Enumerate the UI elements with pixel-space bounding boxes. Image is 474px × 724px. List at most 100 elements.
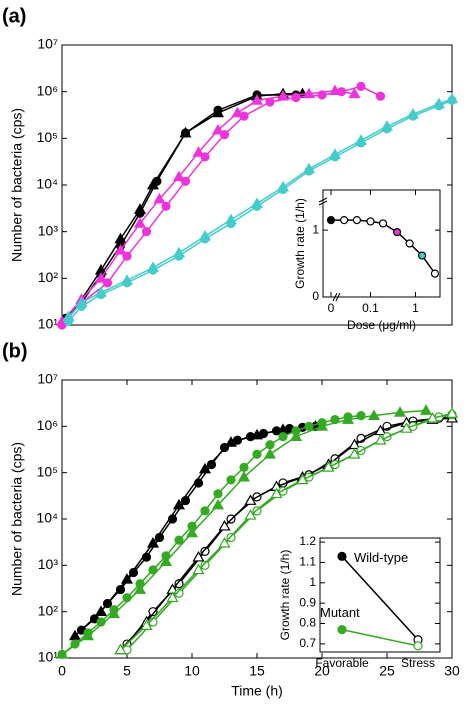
data-marker	[148, 607, 158, 617]
data-marker	[366, 217, 375, 226]
data-marker	[94, 286, 108, 297]
series-line	[341, 555, 419, 641]
data-marker	[81, 629, 95, 641]
data-marker	[405, 239, 414, 248]
data-marker	[250, 197, 264, 208]
y-tick-label: 0.7	[299, 636, 316, 650]
axis-break	[332, 292, 341, 302]
data-marker	[322, 461, 335, 472]
x-tick-label: 0	[58, 663, 66, 679]
data-marker	[224, 436, 238, 447]
y-tick-label: 1	[312, 222, 319, 236]
data-marker	[315, 420, 329, 431]
data-marker	[128, 567, 139, 578]
data-marker	[120, 274, 134, 285]
data-marker	[218, 519, 231, 531]
data-marker	[276, 89, 290, 101]
data-marker	[328, 148, 342, 159]
data-marker	[62, 310, 75, 322]
y-tick-label: 1	[309, 575, 316, 589]
data-marker	[231, 106, 244, 118]
data-marker	[161, 201, 171, 211]
data-marker	[250, 428, 264, 440]
data-marker	[179, 126, 192, 138]
data-marker	[426, 411, 439, 423]
y-axis-label: Growth rate (1/h)	[293, 198, 307, 289]
data-marker	[270, 487, 283, 499]
series-line	[341, 628, 419, 647]
y-tick-label: 10²	[38, 602, 59, 618]
panel-b-inset: 0.7 0.8 0.9 1 1.1 1.2 Favorable Stress Growth ra…	[278, 534, 441, 670]
data-marker	[406, 107, 420, 119]
y-tick-label: 0.9	[299, 595, 316, 609]
data-marker	[302, 87, 316, 99]
data-marker	[114, 643, 127, 655]
data-marker	[326, 215, 336, 225]
axis-break	[318, 197, 328, 206]
x-tick-label: 25	[379, 663, 395, 679]
series-line	[74, 425, 316, 637]
y-tick-label: 10²	[38, 269, 59, 285]
y-tick-label: 1.2	[299, 534, 316, 548]
data-marker	[417, 251, 427, 260]
y-tick-label: 10¹	[38, 316, 59, 332]
data-marker	[250, 94, 264, 105]
data-marker	[174, 535, 184, 545]
data-marker	[159, 555, 173, 567]
data-marker	[94, 272, 108, 283]
data-marker	[265, 440, 275, 450]
data-marker	[200, 560, 210, 570]
data-marker	[337, 551, 347, 561]
series-line	[119, 417, 453, 651]
x-tick-label: Stress	[401, 656, 435, 670]
series-label: Mutant	[320, 605, 360, 620]
data-marker	[107, 607, 121, 619]
data-marker	[341, 413, 355, 424]
y-axis-label: Growth rate (1/h)	[278, 550, 292, 641]
data-marker	[115, 584, 126, 595]
y-tick-label: 10³	[38, 556, 59, 572]
plot-frame	[322, 189, 441, 298]
y-tick-label: 10⁷	[37, 36, 58, 52]
data-marker	[148, 565, 158, 575]
data-marker	[226, 475, 236, 485]
data-marker	[380, 120, 394, 131]
data-marker	[340, 215, 349, 225]
data-marker	[114, 244, 127, 255]
panel-a: (a) 10¹ 10² 10³ 10⁴ 10⁵ 10⁶ 10⁷ Number of bacter…	[2, 5, 459, 332]
data-marker	[278, 432, 288, 442]
data-marker	[263, 448, 277, 459]
x-axis-label: Time (h)	[231, 682, 283, 698]
data-marker	[140, 619, 153, 630]
x-tick-label: 0.1	[362, 301, 379, 315]
data-marker	[211, 123, 225, 135]
data-marker	[172, 246, 186, 258]
panel-label: (a)	[2, 5, 26, 27]
data-marker	[133, 583, 147, 594]
data-marker	[304, 421, 314, 431]
y-tick-label: 10⁶	[37, 417, 58, 433]
x-tick-label: Favorable	[315, 656, 369, 670]
y-tick-label: 0.8	[299, 616, 316, 630]
data-marker	[393, 406, 407, 417]
data-marker	[302, 162, 316, 174]
data-marker	[172, 498, 186, 510]
data-marker	[430, 269, 440, 278]
data-marker	[239, 462, 249, 472]
data-marker	[133, 203, 147, 214]
y-tick-label: 10⁶	[37, 82, 58, 98]
data-marker	[374, 434, 387, 445]
data-marker	[356, 81, 366, 91]
x-axis-label: Dose (μg/ml)	[347, 318, 416, 332]
data-marker	[400, 422, 413, 433]
data-marker	[75, 296, 88, 308]
data-marker	[122, 593, 132, 603]
data-marker	[185, 526, 199, 538]
panel-a-inset: 0 1 0 0.1 1 Dose (μg/ml) Growth rate (1/h)	[293, 189, 441, 332]
data-marker	[166, 591, 179, 603]
y-tick-label: 10⁴	[36, 510, 58, 526]
data-marker	[337, 625, 347, 635]
x-tick-label: 0	[328, 301, 335, 315]
